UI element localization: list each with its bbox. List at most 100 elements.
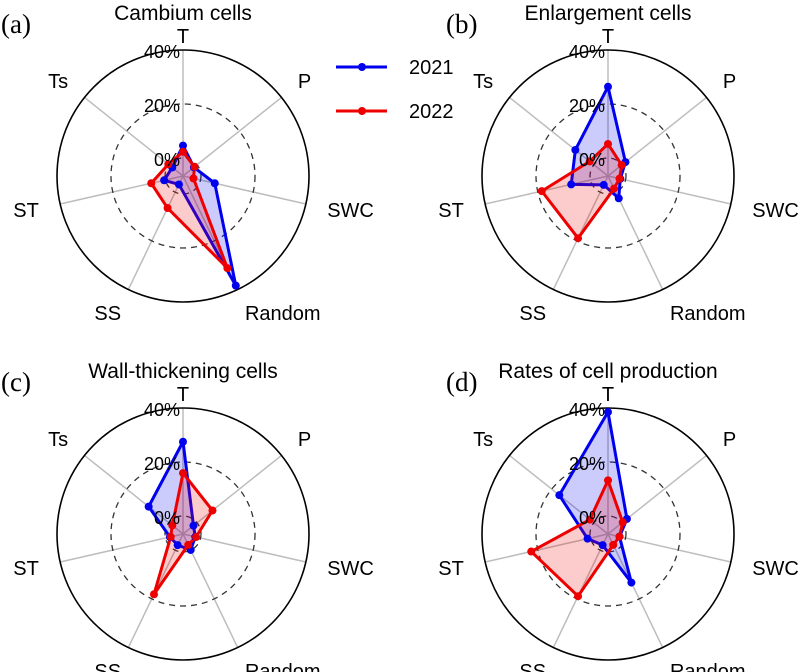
data-point-2022-ts [164,160,173,169]
axis-label-ts: Ts [48,429,68,451]
data-point-2021-t [604,408,612,417]
axis-spoke-st [59,533,184,563]
axis-label-ts: Ts [48,71,68,93]
data-point-2022-t [179,469,187,478]
data-point-2022-p [617,161,626,170]
axis-label-t: T [602,26,614,48]
axis-spoke-swc [182,175,307,205]
axis-spoke-st [484,175,609,205]
data-point-2021-st [583,534,592,543]
axis-label-p: P [723,71,736,93]
axis-label-ts: Ts [473,429,493,451]
axis-label-random: Random [245,303,321,325]
data-point-2022-ss [163,204,172,213]
data-point-2022-st [166,532,175,541]
data-point-2022-st [147,179,156,188]
gridline-20 [110,103,256,249]
axis-label-ss: SS [94,303,121,325]
axis-spoke-p [182,96,282,177]
axis-label-st: ST [438,200,464,222]
legend-marker-2021 [358,63,366,71]
axis-label-swc: SWC [327,200,374,222]
data-point-2022-swc [189,174,198,183]
data-point-2022-ss [574,234,583,243]
axis-label-p: P [298,429,311,451]
gridline-40 [481,407,735,661]
panel-label: (c) [1,367,31,397]
panel-title: Cambium cells [114,2,252,25]
radial-tick-label: 0% [154,150,180,170]
radial-tick-label: 40% [569,42,605,62]
legend-label-2022: 2022 [409,101,454,123]
data-point-2021-ss [174,180,183,189]
data-point-2021-ts [571,145,580,154]
data-point-2022-st [527,547,536,556]
data-point-2021-ss [599,180,608,189]
data-point-2021-st [567,180,576,189]
axis-label-st: ST [438,558,464,580]
axis-label-t: T [602,384,614,406]
axis-label-swc: SWC [752,558,799,580]
axis-label-p: P [298,71,311,93]
data-point-2021-st [160,176,169,185]
data-point-2022-random [184,540,193,549]
gridline-20 [110,461,256,607]
axis-spoke-swc [607,533,732,563]
axis-label-random: Random [245,661,321,672]
axis-label-ss: SS [519,661,546,672]
data-point-2022-t [604,476,612,485]
data-point-2021-random [231,281,240,290]
axis-spoke-ts [84,454,184,535]
legend-marker-2022 [358,107,366,115]
gridline-0 [589,157,627,195]
gridline-40 [56,407,310,661]
axis-label-st: ST [13,200,39,222]
radial-tick-label: 20% [144,454,180,474]
data-point-2021-t [604,82,612,91]
data-point-2021-random [614,194,623,203]
data-point-2022-t [604,139,612,148]
data-point-2021-t [179,437,187,446]
axis-spoke-p [182,454,282,535]
radial-tick-label: 40% [569,400,605,420]
data-point-2021-ts [144,502,153,511]
gridline-0 [589,515,627,553]
radial-tick-label: 40% [144,400,180,420]
data-point-2022-swc [615,532,624,541]
panel-label: (d) [446,367,477,397]
axis-label-random: Random [670,303,746,325]
data-point-2021-ss [173,541,182,550]
axis-label-st: ST [13,558,39,580]
gridline-0 [164,157,202,195]
radar-panel-d: 0% 20% 40%T P SWC Random SS ST Ts Rates of cell p… [438,360,799,672]
data-point-2021-ts [555,491,564,500]
axis-label-ss: SS [519,303,546,325]
panel-title: Wall-thickening cells [88,360,277,383]
axis-label-ss: SS [94,661,121,672]
gridline-40 [56,49,310,303]
radial-tick-label: 40% [144,42,180,62]
axis-label-t: T [177,26,189,48]
axis-spoke-ss [127,175,184,290]
axis-label-t: T [177,384,189,406]
data-point-2021-t [179,141,187,150]
axis-label-ts: Ts [473,71,493,93]
radar-panel-a: 0% 20% 40%T P SWC Random SS ST Ts Cambium cells (a… [1,2,374,325]
data-point-2022-p [190,162,199,171]
axis-label-p: P [723,429,736,451]
data-point-2022-random [609,540,618,549]
radial-tick-label: 20% [144,96,180,116]
data-point-2022-ts [585,157,594,166]
legend: 2021 2022 [336,57,454,123]
axis-label-swc: SWC [752,200,799,222]
data-point-2022-st [537,187,546,196]
radial-tick-label: 0% [579,508,605,528]
radial-tick-label: 20% [569,96,605,116]
data-point-2022-p [208,506,217,515]
data-point-2022-ts [168,521,177,530]
data-point-2021-p [189,521,198,530]
axis-label-random: Random [670,661,746,672]
legend-label-2021: 2021 [409,57,454,79]
panel-title: Rates of cell production [498,360,717,383]
data-point-2022-p [618,518,627,527]
